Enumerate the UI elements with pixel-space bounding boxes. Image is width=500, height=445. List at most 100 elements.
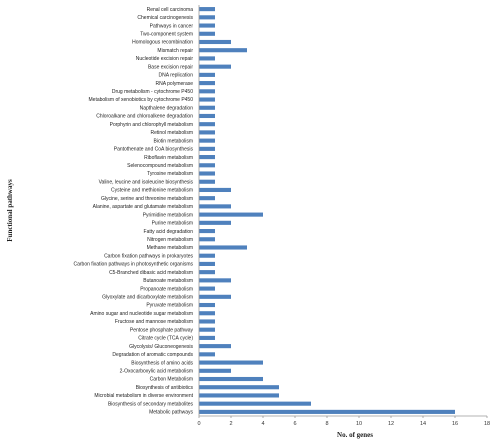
category-label: Pyruvate metabolism xyxy=(146,303,193,309)
bar xyxy=(199,368,231,373)
category-label: Pantothenate and CoA biosynthesis xyxy=(114,147,194,153)
bar xyxy=(199,89,215,94)
bar xyxy=(199,97,215,102)
bar xyxy=(199,187,231,193)
x-axis-ticks: 0 2 4 6 8 10 12 14 16 18 xyxy=(197,416,490,427)
category-label: Pathways in cancer xyxy=(150,23,194,29)
bar xyxy=(199,327,215,332)
bar xyxy=(199,64,231,69)
x-tick-label: 0 xyxy=(197,421,200,427)
category-label: DNA replication xyxy=(159,73,194,79)
x-tick-label: 4 xyxy=(261,421,264,427)
category-label: Glyoxylate and dicarboxylate metabolism xyxy=(102,295,193,301)
bar xyxy=(199,302,215,308)
bar xyxy=(199,130,215,135)
category-label: 2-Oxocarboxylic acid metabolism xyxy=(120,368,193,374)
x-tick-label: 18 xyxy=(484,421,490,427)
category-label: Glycine, serine and threonine metabolism xyxy=(101,196,193,202)
category-label: Base excision repair xyxy=(148,64,193,70)
category-label: Degradation of aromatic compounds xyxy=(112,352,193,358)
category-label: Carbon Metabolism xyxy=(150,377,193,383)
bar xyxy=(199,72,215,77)
category-label: Fructose and mannose metabolism xyxy=(115,319,193,325)
category-label: Biosynthesis of antibiotics xyxy=(136,385,194,391)
category-label: Valine, leucine and isoleucine biosynthe… xyxy=(99,179,194,185)
category-label: RNA polymerase xyxy=(155,81,193,87)
bar xyxy=(199,212,263,217)
bar xyxy=(199,237,215,242)
bar xyxy=(199,344,231,349)
bar xyxy=(199,294,231,299)
x-tick-label: 10 xyxy=(356,421,362,427)
category-label: Nitrogen metabolism xyxy=(147,237,193,243)
bar xyxy=(199,113,215,119)
category-label: Microbial metabolism in diverse environm… xyxy=(94,393,193,399)
category-label: Alanine, aspartate and glutamate metabol… xyxy=(93,204,193,210)
bar xyxy=(199,385,279,390)
category-label: Nucleotide excision repair xyxy=(136,56,194,62)
category-label: Butanoate metabolism xyxy=(143,278,193,284)
bar xyxy=(199,401,311,406)
x-axis-title: No. of genes xyxy=(337,431,373,439)
bar xyxy=(199,228,215,234)
bar xyxy=(199,56,215,61)
category-label: Chemical carcinogenesis xyxy=(137,15,193,21)
category-labels: Renal cell carcinoma Chemical carcinogene… xyxy=(73,7,193,416)
bars xyxy=(199,7,455,414)
bar xyxy=(199,409,455,414)
bar xyxy=(199,48,247,53)
category-label: Tyrosine metabolism xyxy=(147,171,193,177)
bar xyxy=(199,15,215,20)
category-label: Pyrimidine metabolism xyxy=(143,212,193,218)
category-label: Carbon fixation pathways in prokaryotes xyxy=(104,253,193,259)
category-label: Two-component system xyxy=(140,31,193,37)
bar xyxy=(199,319,215,324)
bar xyxy=(199,39,231,45)
category-label: Homologous recombination xyxy=(132,40,193,46)
category-label: Mismatch repair xyxy=(157,48,193,54)
category-label: Renal cell carcinoma xyxy=(147,7,194,13)
category-label: Carbon fixation pathways in photosynthet… xyxy=(73,262,193,268)
x-tick-label: 12 xyxy=(388,421,394,427)
bar xyxy=(199,204,231,209)
bar xyxy=(199,393,279,398)
category-label: Purine metabolism xyxy=(152,221,193,227)
x-tick-label: 14 xyxy=(420,421,426,427)
bar xyxy=(199,270,215,275)
bar xyxy=(199,352,215,357)
y-axis-title: Functional pathways xyxy=(6,179,14,242)
bar xyxy=(199,171,215,176)
bar xyxy=(199,146,215,151)
category-label: Retinol metabolism xyxy=(150,130,193,136)
bar xyxy=(199,23,215,28)
x-tick-label: 6 xyxy=(293,421,296,427)
category-label: Amino sugar and nucleotide sugar metabol… xyxy=(90,311,193,317)
category-label: Propanoate metabolism xyxy=(140,286,193,292)
bar xyxy=(199,286,215,291)
bar xyxy=(199,376,263,382)
bar xyxy=(199,179,215,184)
bar xyxy=(199,360,263,365)
bar xyxy=(199,31,215,36)
bar xyxy=(199,7,215,12)
category-label: Biotin metabolism xyxy=(154,138,193,144)
bar xyxy=(199,311,215,316)
x-tick-label: 2 xyxy=(229,421,232,427)
bar xyxy=(199,220,231,225)
bar xyxy=(199,138,215,143)
bar xyxy=(199,155,215,160)
category-label: Metabolism of xenobiotics by cytochrome … xyxy=(89,97,194,103)
x-tick-label: 8 xyxy=(325,421,328,427)
category-label: C5-Branched dibasic acid metabolism xyxy=(109,270,193,276)
bar xyxy=(199,196,215,201)
category-label: Methane metabolism xyxy=(147,245,193,251)
bar xyxy=(199,278,231,283)
category-label: Napthalene degradation xyxy=(140,105,194,111)
category-label: Drug metabolism - cytochrome P450 xyxy=(112,89,193,95)
bar xyxy=(199,253,215,258)
category-label: Biosynthesis of secondary metabolites xyxy=(108,401,194,407)
bar xyxy=(199,122,215,127)
category-label: Fatty acid degradation xyxy=(144,229,194,235)
category-label: Selenocompound metabolism xyxy=(127,163,193,169)
